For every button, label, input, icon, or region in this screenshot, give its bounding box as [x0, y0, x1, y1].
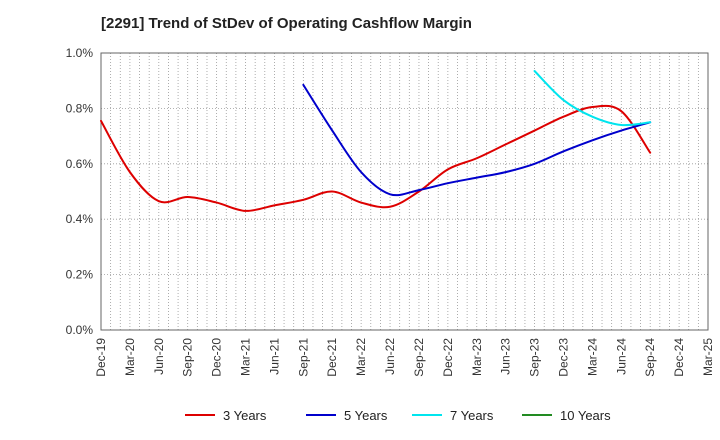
x-tick-label: Mar-25: [701, 338, 715, 376]
x-tick-label: Dec-21: [325, 338, 339, 377]
x-tick-label: Dec-20: [210, 338, 224, 377]
y-tick-label: 0.4%: [66, 212, 94, 226]
x-tick-label: Sep-21: [296, 338, 310, 377]
x-tick-label: Jun-22: [383, 338, 397, 375]
x-tick-label: Dec-19: [94, 338, 108, 377]
x-tick-label: Jun-23: [499, 338, 513, 375]
plot-area: [100, 52, 709, 331]
x-tick-label: Mar-21: [239, 338, 253, 376]
y-tick-label: 1.0%: [66, 46, 94, 60]
x-tick-label: Mar-20: [123, 338, 137, 376]
x-tick-label: Jun-21: [267, 338, 281, 375]
legend-label-3-years: 3 Years: [223, 408, 267, 423]
legend-label-10-years: 10 Years: [560, 408, 611, 423]
x-tick-label: Sep-22: [412, 338, 426, 377]
grid-lines: [101, 53, 708, 330]
chart-title: [2291] Trend of StDev of Operating Cashf…: [101, 15, 472, 32]
legend-label-7-years: 7 Years: [450, 408, 494, 423]
x-tick-label: Mar-24: [585, 338, 599, 376]
series-line-7-years: [533, 70, 652, 127]
series-line-3-years: [100, 104, 652, 212]
x-tick-label: Mar-22: [354, 338, 368, 376]
y-tick-label: 0.0%: [66, 323, 94, 337]
legend: 3 Years 5 Years 7 Years 10 Years: [185, 408, 611, 423]
x-tick-label: Dec-23: [556, 338, 570, 377]
series-line-5-years: [302, 83, 652, 197]
x-tick-label: Mar-23: [470, 338, 484, 376]
series-lines: [100, 70, 652, 212]
x-tick-label: Sep-23: [528, 338, 542, 377]
x-axis: Dec-19 Mar-20 Jun-20 Sep-20 Dec-20 Mar-21 Jun-…: [94, 338, 715, 377]
x-tick-label: Jun-20: [152, 338, 166, 375]
y-tick-label: 0.2%: [66, 268, 94, 282]
y-axis: 0.0% 0.2% 0.4% 0.6% 0.8% 1.0%: [66, 46, 94, 337]
x-tick-label: Dec-24: [672, 338, 686, 377]
y-tick-label: 0.8%: [66, 101, 94, 115]
legend-label-5-years: 5 Years: [344, 408, 388, 423]
x-tick-label: Sep-24: [643, 338, 657, 377]
x-tick-label: Dec-22: [441, 338, 455, 377]
x-tick-label: Sep-20: [181, 338, 195, 377]
x-tick-label: Jun-24: [614, 338, 628, 375]
y-tick-label: 0.6%: [66, 157, 94, 171]
